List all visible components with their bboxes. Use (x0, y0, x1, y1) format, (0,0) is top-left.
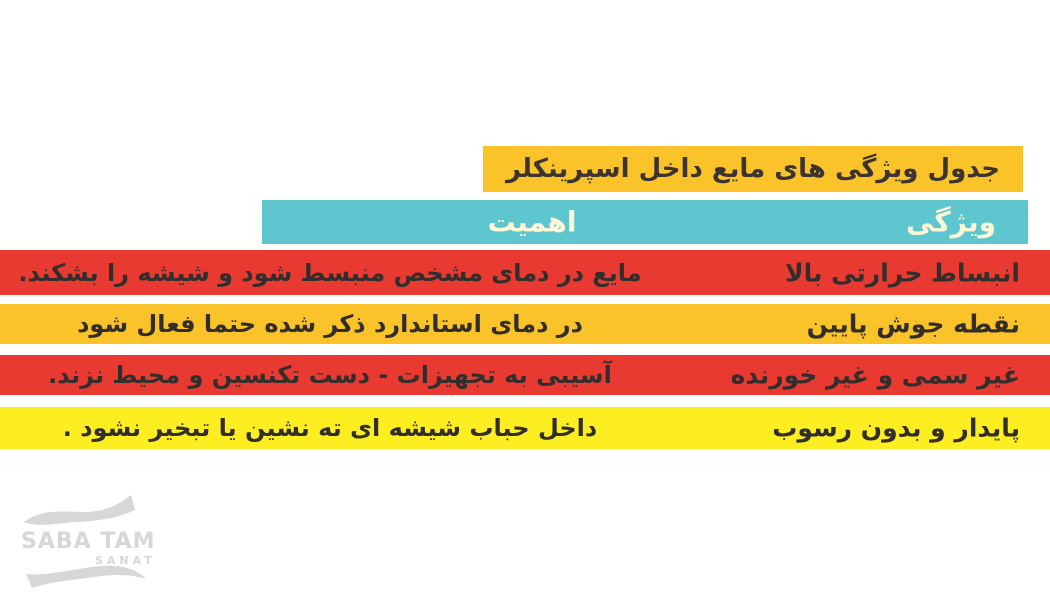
watermark-logo-graphic: SABA TAM SANAT (21, 495, 156, 588)
watermark-top-swoosh-shape (24, 495, 135, 525)
table-header-row: اهمیت ویژگی (262, 200, 1028, 244)
row-importance-text: مایع در دمای مشخص منبسط شود و شیشه را بش… (18, 258, 642, 287)
header-property: ویژگی (906, 205, 996, 239)
watermark-line1: SABA TAM (21, 529, 156, 554)
row-property-text: غیر سمی و غیر خورنده (730, 360, 1020, 390)
table-title-bar: جدول ویژگی های مایع داخل اسپرینکلر (483, 146, 1023, 192)
row-property-text: پایدار و بدون رسوب (772, 413, 1020, 443)
table-row-thermal-expansion: مایع در دمای مشخص منبسط شود و شیشه را بش… (0, 250, 1050, 295)
row-property-text: نقطه جوش پایین (806, 309, 1020, 339)
watermark-line2: SANAT (95, 554, 156, 567)
table-row-stable-no-sediment: داخل حباب شیشه ای ته نشین یا تبخیر نشود … (0, 407, 1050, 449)
table-title: جدول ویژگی های مایع داخل اسپرینکلر (505, 154, 1000, 184)
header-importance: اهمیت (487, 205, 577, 239)
row-importance-text: داخل حباب شیشه ای ته نشین یا تبخیر نشود … (62, 414, 598, 442)
table-row-boiling-point: در دمای استاندارد ذکر شده حتما فعال شود … (0, 304, 1050, 344)
saba-tam-sanat-watermark: SABA TAM SANAT (18, 492, 158, 592)
row-property-text: انبساط حرارتی بالا (785, 258, 1020, 287)
row-importance-text: آسیبی به تجهیزات - دست تکنسین و محیط نزن… (48, 361, 612, 389)
row-importance-text: در دمای استاندارد ذکر شده حتما فعال شود (77, 310, 583, 338)
table-row-non-toxic: آسیبی به تجهیزات - دست تکنسین و محیط نزن… (0, 355, 1050, 395)
watermark-bottom-swoosh-shape (26, 565, 146, 588)
